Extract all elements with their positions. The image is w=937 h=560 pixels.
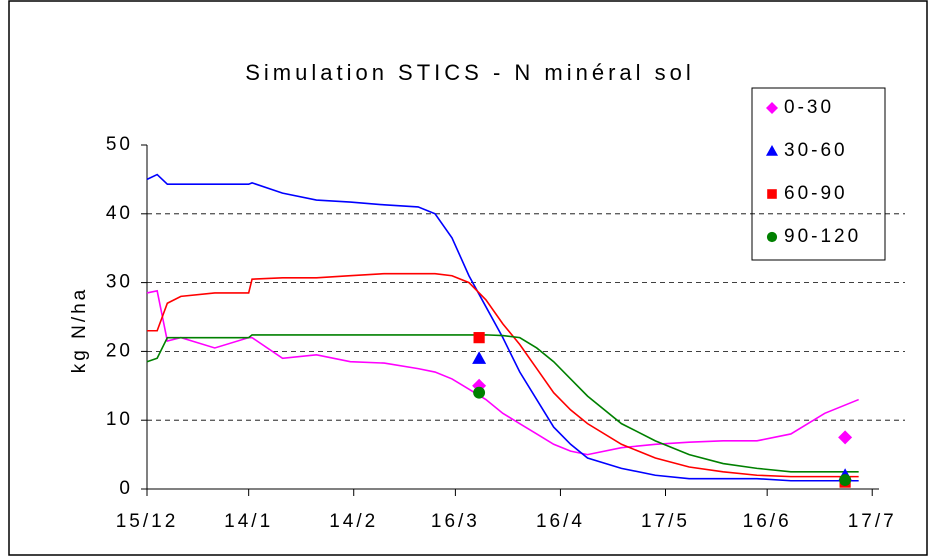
y-tick-label: 10	[106, 409, 133, 430]
legend-marker	[766, 231, 778, 243]
x-tick-label: 14/2	[329, 511, 378, 532]
y-tick-label: 0	[119, 478, 133, 499]
legend-box	[751, 87, 886, 261]
x-tick-label: 14/1	[224, 511, 273, 532]
y-tick-label: 50	[106, 134, 133, 155]
legend-label: 90-120	[784, 226, 861, 247]
legend-label: 30-60	[784, 140, 848, 161]
x-tick-label: 16/6	[743, 511, 792, 532]
marker	[838, 430, 853, 445]
y-tick-label: 30	[106, 272, 133, 293]
legend-label: 60-90	[784, 183, 848, 204]
x-tick-label: 16/3	[431, 511, 480, 532]
legend-marker	[766, 145, 778, 156]
x-tick-label: 17/5	[641, 511, 690, 532]
marker	[473, 332, 485, 344]
x-tick-label: 16/4	[536, 511, 585, 532]
marker	[472, 351, 487, 364]
y-axis-label: kg N/ha	[69, 287, 90, 373]
series-line	[147, 272, 859, 478]
marker	[473, 386, 486, 399]
legend-marker	[766, 102, 778, 114]
y-tick-label: 20	[106, 340, 133, 361]
y-tick-label: 40	[106, 203, 133, 224]
legend-label: 0-30	[784, 97, 834, 118]
legend-marker	[767, 189, 777, 199]
x-tick-label: 15/12	[116, 511, 179, 532]
marker	[839, 474, 852, 487]
chart-title: Simulation STICS - N minéral sol	[245, 60, 695, 85]
x-tick-label: 17/7	[848, 511, 897, 532]
